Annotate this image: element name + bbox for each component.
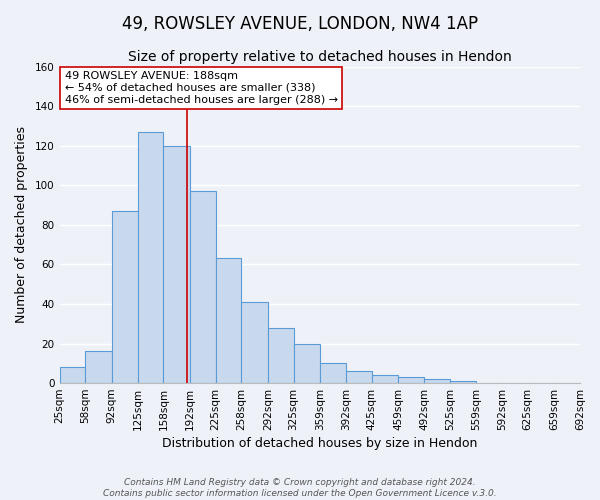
Bar bbox=[449, 381, 476, 383]
Y-axis label: Number of detached properties: Number of detached properties bbox=[15, 126, 28, 324]
Text: 49, ROWSLEY AVENUE, LONDON, NW4 1AP: 49, ROWSLEY AVENUE, LONDON, NW4 1AP bbox=[122, 15, 478, 33]
Bar bbox=[293, 344, 320, 383]
Bar bbox=[85, 352, 112, 383]
Bar bbox=[112, 211, 137, 383]
Bar bbox=[320, 364, 346, 383]
Title: Size of property relative to detached houses in Hendon: Size of property relative to detached ho… bbox=[128, 50, 512, 64]
Bar bbox=[163, 146, 190, 383]
Text: Contains HM Land Registry data © Crown copyright and database right 2024.
Contai: Contains HM Land Registry data © Crown c… bbox=[103, 478, 497, 498]
Bar bbox=[371, 375, 398, 383]
Bar bbox=[59, 367, 85, 383]
Bar bbox=[215, 258, 241, 383]
Bar bbox=[424, 379, 449, 383]
Bar bbox=[241, 302, 268, 383]
Bar bbox=[268, 328, 293, 383]
Text: 49 ROWSLEY AVENUE: 188sqm
← 54% of detached houses are smaller (338)
46% of semi: 49 ROWSLEY AVENUE: 188sqm ← 54% of detac… bbox=[65, 72, 338, 104]
X-axis label: Distribution of detached houses by size in Hendon: Distribution of detached houses by size … bbox=[162, 437, 478, 450]
Bar bbox=[398, 377, 424, 383]
Bar bbox=[346, 371, 371, 383]
Bar bbox=[190, 191, 215, 383]
Bar bbox=[137, 132, 163, 383]
